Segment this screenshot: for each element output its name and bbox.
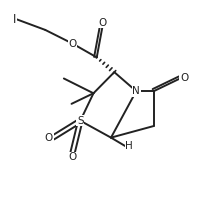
Text: O: O xyxy=(45,133,53,143)
Text: O: O xyxy=(69,39,77,49)
Text: S: S xyxy=(77,116,84,126)
Text: H: H xyxy=(125,141,133,151)
Text: I: I xyxy=(13,13,17,26)
Text: N: N xyxy=(132,86,140,96)
Text: O: O xyxy=(180,73,188,83)
Text: O: O xyxy=(98,18,106,28)
Text: O: O xyxy=(69,152,77,162)
